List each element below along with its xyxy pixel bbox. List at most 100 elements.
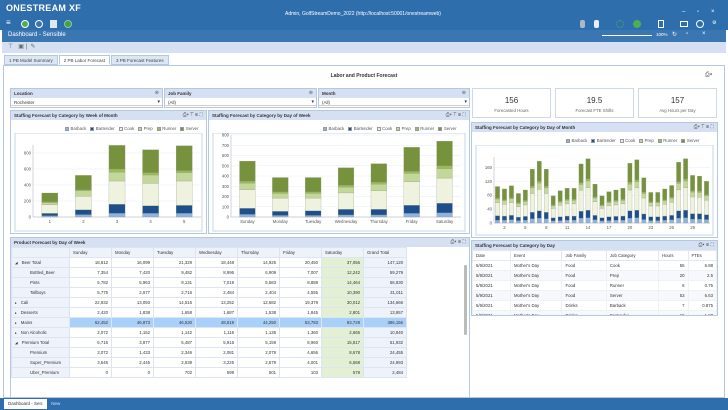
bar-segment-bartender[interactable]: [571, 215, 577, 221]
bar-segment-barback[interactable]: [108, 213, 126, 218]
expand-icon[interactable]: ▸: [15, 311, 17, 315]
bar-segment-barback[interactable]: [176, 213, 193, 218]
column-header[interactable]: Grand Total: [363, 247, 407, 258]
bar-segment-bartender[interactable]: [620, 215, 626, 221]
table-cell[interactable]: 9,131: [153, 277, 196, 288]
bar-segment-prep[interactable]: [655, 202, 661, 207]
bar-segment-runner[interactable]: [676, 181, 681, 184]
table-cell[interactable]: 386,156: [363, 317, 407, 328]
bar-segment-runner[interactable]: [557, 200, 563, 203]
bar-segment-cook[interactable]: [592, 201, 598, 216]
globe-icon[interactable]: [35, 20, 43, 28]
table-cell[interactable]: 5/9/2021: [472, 280, 511, 291]
bar-segment-server[interactable]: [530, 169, 535, 187]
bar-segment-server[interactable]: [523, 189, 528, 201]
table-cell[interactable]: 1,433: [111, 347, 154, 358]
bar-segment-server[interactable]: [641, 177, 647, 193]
table-cell[interactable]: 9,482: [153, 267, 196, 278]
bar-segment-bartender[interactable]: [578, 211, 584, 219]
save-icon[interactable]: ▣: [18, 44, 24, 50]
table-cell[interactable]: 20,450: [279, 257, 322, 268]
bar-segment-cook[interactable]: [557, 205, 563, 217]
table-cell[interactable]: Server: [605, 290, 660, 301]
bar-segment-runner[interactable]: [370, 182, 387, 185]
forward-icon[interactable]: [64, 20, 72, 28]
bar-segment-prep[interactable]: [509, 198, 514, 203]
bar-segment-barback[interactable]: [543, 218, 549, 224]
table-cell[interactable]: 5,583: [237, 277, 280, 288]
close-dashboard-icon[interactable]: ×: [702, 31, 706, 37]
table-cell[interactable]: 2,445: [111, 357, 154, 368]
bar-segment-bartender[interactable]: [550, 217, 556, 222]
table-cell[interactable]: 6,909: [237, 267, 280, 278]
refresh-dashboard-icon[interactable]: ↻: [672, 32, 678, 38]
bar-segment-barback[interactable]: [662, 220, 667, 224]
month-select[interactable]: (All): [319, 98, 469, 106]
bar-segment-server[interactable]: [550, 195, 556, 206]
location-select[interactable]: Rochester: [11, 98, 162, 106]
bar-segment-bartender[interactable]: [557, 216, 563, 221]
table-cell[interactable]: 7,420: [111, 267, 154, 278]
table-cell[interactable]: Barback: [605, 300, 660, 311]
bar-segment-prep[interactable]: [543, 187, 549, 194]
chart-tools-icon[interactable]: ⎙▾ ⊤ ⊜ ⛶: [693, 124, 714, 130]
bar-segment-server[interactable]: [75, 175, 92, 190]
table-cell[interactable]: 83,728: [321, 317, 364, 328]
bar-segment-runner[interactable]: [516, 202, 521, 204]
bar-segment-bartender[interactable]: [669, 215, 674, 220]
bar-segment-cook[interactable]: [516, 206, 521, 218]
bar-segment-prep[interactable]: [704, 195, 709, 201]
table-cell[interactable]: 1,142: [153, 327, 196, 338]
table-cell[interactable]: 46,530: [153, 317, 196, 328]
bar-segment-bartender[interactable]: [613, 216, 619, 221]
bar-segment-cook[interactable]: [176, 180, 193, 206]
bar-segment-prep[interactable]: [41, 202, 58, 205]
bar-segment-server[interactable]: [403, 147, 420, 172]
table-cell[interactable]: 5/9/2021: [472, 310, 511, 315]
table-cell[interactable]: 13,957: [363, 307, 407, 318]
bar-segment-bartender[interactable]: [641, 213, 647, 220]
bar-segment-server[interactable]: [142, 149, 159, 173]
bar-segment-runner[interactable]: [564, 199, 570, 201]
table-cell[interactable]: 1,687: [195, 307, 238, 318]
table-cell[interactable]: 3,645: [69, 357, 112, 368]
table-cell[interactable]: 48,519: [195, 317, 238, 328]
bar-segment-barback[interactable]: [272, 215, 289, 218]
bar-segment-server[interactable]: [337, 167, 355, 186]
bar-segment-barback[interactable]: [599, 220, 605, 224]
bar-segment-prep[interactable]: [523, 201, 528, 206]
bar-segment-prep[interactable]: [641, 193, 647, 199]
bar-segment-server[interactable]: [41, 192, 58, 202]
table-cell[interactable]: 44,250: [237, 317, 280, 328]
bar-segment-runner[interactable]: [683, 178, 688, 182]
bar-segment-runner[interactable]: [697, 190, 702, 193]
bar-segment-barback[interactable]: [676, 218, 681, 224]
table-cell[interactable]: 62,452: [69, 317, 112, 328]
table-tools-icon[interactable]: ⎙▾ ⊜ ⛶: [698, 242, 714, 248]
sync-icon[interactable]: [633, 20, 641, 28]
table-cell[interactable]: 12,682: [237, 297, 280, 308]
bar-segment-prep[interactable]: [564, 200, 570, 205]
table-cell[interactable]: Runner: [605, 280, 660, 291]
bar-segment-barback[interactable]: [142, 213, 159, 218]
table-cell[interactable]: 2,677: [111, 287, 154, 298]
bar-segment-server[interactable]: [606, 191, 612, 202]
popout-icon[interactable]: ▫: [686, 31, 689, 37]
bar-segment-cook[interactable]: [495, 202, 500, 216]
table-cell[interactable]: 2,716: [153, 287, 196, 298]
table-cell[interactable]: Mother's Day: [509, 260, 563, 271]
bar-segment-barback[interactable]: [239, 214, 256, 218]
bar-segment-prep[interactable]: [697, 192, 702, 198]
bar-segment-barback[interactable]: [571, 220, 577, 224]
maximize-button[interactable]: ▫: [697, 9, 700, 15]
bar-segment-cook[interactable]: [436, 177, 453, 204]
bar-segment-runner[interactable]: [592, 196, 598, 199]
table-cell[interactable]: 2,346: [153, 347, 196, 358]
bar-segment-runner[interactable]: [627, 182, 633, 185]
bar-segment-bartender[interactable]: [599, 217, 605, 222]
bar-segment-barback[interactable]: [669, 219, 674, 224]
bar-segment-prep[interactable]: [176, 172, 193, 182]
column-header[interactable]: Hours: [658, 250, 689, 261]
bar-segment-runner[interactable]: [337, 185, 355, 188]
table-cell[interactable]: 599: [195, 367, 238, 378]
